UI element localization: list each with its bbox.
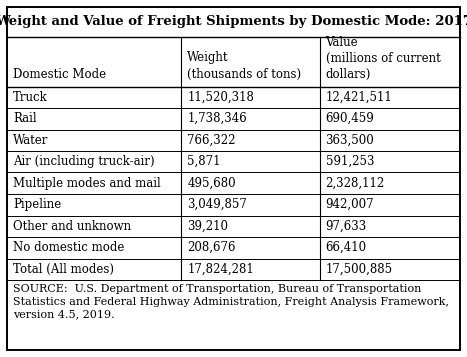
Text: 690,459: 690,459	[325, 112, 375, 125]
Text: 39,210: 39,210	[187, 220, 228, 233]
Text: Other and unknown: Other and unknown	[13, 220, 131, 233]
Text: 766,322: 766,322	[187, 134, 236, 147]
Text: Multiple modes and mail: Multiple modes and mail	[13, 177, 161, 190]
Text: SOURCE:  U.S. Department of Transportation, Bureau of Transportation
Statistics : SOURCE: U.S. Department of Transportatio…	[13, 284, 449, 320]
Text: Weight and Value of Freight Shipments by Domestic Mode: 2017: Weight and Value of Freight Shipments by…	[0, 15, 467, 28]
Text: 5,871: 5,871	[187, 155, 221, 168]
Text: 97,633: 97,633	[325, 220, 367, 233]
Text: 3,049,857: 3,049,857	[187, 198, 248, 211]
Text: 17,824,281: 17,824,281	[187, 263, 254, 276]
Text: Water: Water	[13, 134, 49, 147]
Text: 66,410: 66,410	[325, 241, 367, 254]
Text: 12,421,511: 12,421,511	[325, 91, 392, 104]
Text: 208,676: 208,676	[187, 241, 236, 254]
Text: 942,007: 942,007	[325, 198, 374, 211]
Text: 591,253: 591,253	[325, 155, 374, 168]
Text: Weight
(thousands of tons): Weight (thousands of tons)	[187, 51, 302, 80]
Text: Truck: Truck	[13, 91, 48, 104]
Text: Pipeline: Pipeline	[13, 198, 61, 211]
Text: 495,680: 495,680	[187, 177, 236, 190]
Text: 2,328,112: 2,328,112	[325, 177, 385, 190]
Text: 17,500,885: 17,500,885	[325, 263, 393, 276]
Text: Domestic Mode: Domestic Mode	[13, 67, 106, 80]
Text: Total (All modes): Total (All modes)	[13, 263, 114, 276]
Text: Air (including truck-air): Air (including truck-air)	[13, 155, 155, 168]
Text: Rail: Rail	[13, 112, 36, 125]
Text: No domestic mode: No domestic mode	[13, 241, 124, 254]
Text: 1,738,346: 1,738,346	[187, 112, 247, 125]
Text: 11,520,318: 11,520,318	[187, 91, 254, 104]
Text: Value
(millions of current
dollars): Value (millions of current dollars)	[325, 35, 440, 80]
Text: 363,500: 363,500	[325, 134, 375, 147]
